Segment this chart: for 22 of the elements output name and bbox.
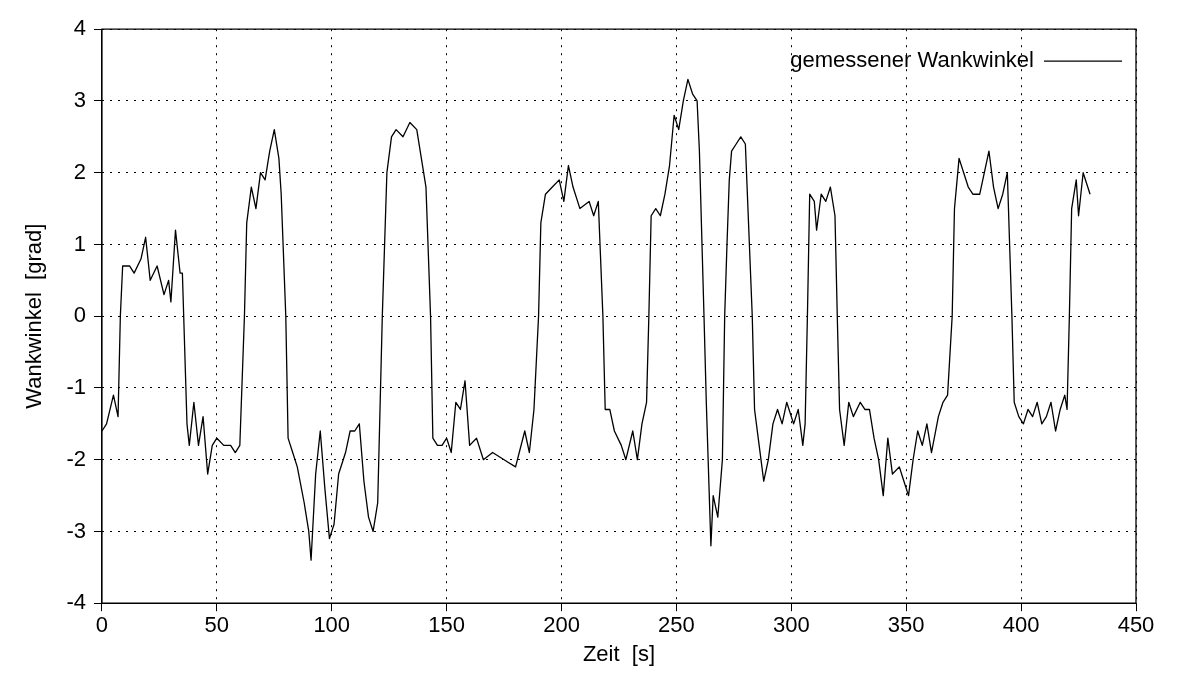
x-tick-label: 250: [658, 612, 695, 638]
x-axis-title: Zeit [s]: [582, 640, 656, 666]
x-tick-label: 300: [772, 612, 810, 638]
x-tick-label: 400: [1002, 612, 1040, 638]
y-tick-label: 2: [73, 158, 86, 184]
y-axis-title: Wankwinkel [grad]: [21, 223, 47, 409]
x-tick-label: 450: [1117, 612, 1155, 638]
y-tick-label: 3: [73, 87, 86, 113]
x-tick-label: 200: [543, 612, 580, 638]
x-tick-label: 0: [95, 612, 109, 638]
y-tick-label: -4: [66, 589, 86, 615]
y-tick-label: 0: [73, 302, 86, 328]
x-tick-label: 100: [313, 612, 351, 638]
y-tick-label: -2: [66, 445, 86, 471]
x-tick-label: 350: [887, 612, 925, 638]
y-tick-label: 1: [73, 230, 86, 256]
legend-label: gemessener Wankwinkel: [790, 47, 1034, 73]
y-tick-label: 4: [73, 15, 86, 41]
x-tick-label: 50: [204, 612, 230, 638]
x-tick-label: 150: [428, 612, 465, 638]
y-tick-label: -1: [66, 374, 86, 400]
y-tick-label: -3: [66, 517, 86, 543]
